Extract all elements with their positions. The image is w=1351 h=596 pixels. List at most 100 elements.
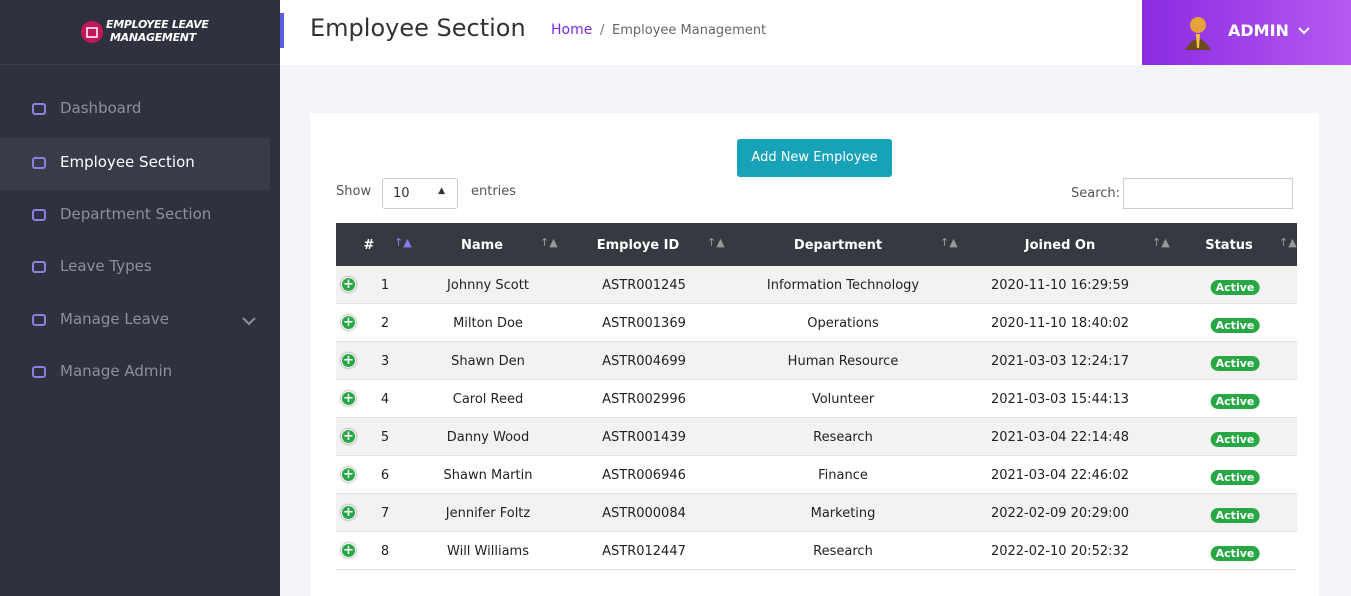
table-cell: 2021-03-04 22:46:02	[990, 468, 1130, 483]
nav-item[interactable]: Leave Types	[0, 242, 270, 294]
table-cell: 2022-02-09 20:29:00	[990, 506, 1130, 521]
expand-button[interactable]: +	[341, 315, 356, 330]
chevron	[242, 317, 256, 326]
status-badge: Active	[1210, 318, 1260, 333]
table-cell: Operations	[807, 316, 879, 331]
table-cell: Marketing	[810, 506, 876, 521]
expand-button[interactable]: +	[341, 277, 356, 292]
status-badge: Active	[1210, 432, 1260, 447]
search-input[interactable]	[1123, 178, 1293, 209]
breadcrumb-home[interactable]: Home	[551, 22, 593, 38]
table-cell: ASTR002996	[602, 392, 686, 407]
column-header: Employe ID	[596, 238, 680, 253]
table-cell: 5	[380, 430, 390, 445]
table-cell: ASTR012447	[602, 544, 686, 559]
expand-button[interactable]: +	[341, 543, 356, 558]
logo-text: Employee Leave	[106, 18, 209, 31]
status-badge: Active	[1210, 508, 1260, 523]
select-arrow: ▲	[438, 186, 445, 196]
table-cell: 2021-03-03 12:24:17	[990, 354, 1130, 369]
table-cell: ASTR006946	[602, 468, 686, 483]
nav-label: Department Section	[60, 205, 212, 223]
entries-value: 10	[393, 186, 410, 201]
table-cell: 3	[380, 354, 390, 369]
expand-button[interactable]: +	[341, 505, 356, 520]
table-cell: ASTR001439	[602, 430, 686, 445]
table-cell: Human Resource	[787, 354, 899, 369]
sort-icon[interactable]: ↑▲	[707, 236, 725, 249]
logo: Employee Leave Management	[0, 0, 280, 65]
avatar	[1185, 17, 1211, 50]
entries-select[interactable]: 10 ▲	[382, 178, 458, 209]
column-header: #	[363, 238, 375, 253]
expand-button[interactable]: +	[341, 391, 356, 406]
expand-button[interactable]: +	[341, 467, 356, 482]
table-cell: Shawn Martin	[443, 468, 533, 483]
add-employee-button[interactable]: Add New Employee	[737, 139, 892, 177]
nav-label: Manage Admin	[60, 362, 173, 380]
table-cell: Volunteer	[811, 392, 875, 407]
sort-icon[interactable]: ↑▲	[940, 236, 958, 249]
nav-item[interactable]: Manage Admin	[0, 347, 270, 399]
table-cell: Shawn Den	[451, 354, 525, 369]
nav-icon	[32, 209, 46, 221]
logo-icon	[81, 21, 103, 43]
table-cell: ASTR004699	[602, 354, 686, 369]
status-badge: Active	[1210, 546, 1260, 561]
user-menu[interactable]: ADMIN	[1142, 0, 1351, 65]
table-cell: 1	[380, 278, 390, 293]
entries-label: entries	[471, 184, 517, 199]
expand-button[interactable]: +	[341, 429, 356, 444]
expand-button[interactable]: +	[341, 353, 356, 368]
sort-icon[interactable]: ↑▲	[394, 236, 412, 249]
table-header	[336, 223, 1297, 266]
sort-icon[interactable]: ↑▲	[540, 236, 558, 249]
table-cell: Will Williams	[447, 544, 529, 559]
status-badge: Active	[1210, 470, 1260, 485]
show-label: Show	[336, 184, 372, 199]
table-cell: ASTR001369	[602, 316, 686, 331]
table-cell: 8	[380, 544, 390, 559]
table-row	[336, 342, 1297, 380]
table-row	[336, 380, 1297, 418]
table-row	[336, 266, 1297, 304]
nav-label: Dashboard	[60, 99, 142, 117]
table-cell: 6	[380, 468, 390, 483]
column-header: Name	[460, 238, 504, 253]
table-cell: ASTR000084	[602, 506, 686, 521]
table-cell: 2	[380, 316, 390, 331]
table-cell: 2020-11-10 18:40:02	[990, 316, 1130, 331]
table-row	[336, 456, 1297, 494]
nav-icon	[32, 366, 46, 378]
nav-icon	[32, 314, 46, 326]
table-cell: Danny Wood	[446, 430, 530, 445]
sort-icon[interactable]: ↑▲	[1279, 236, 1297, 249]
table-cell: Carol Reed	[452, 392, 524, 407]
nav-item[interactable]: Manage Leave	[0, 295, 270, 347]
logo-text: Management	[110, 31, 196, 44]
breadcrumb-current: Employee Management	[612, 23, 767, 38]
search-label: Search:	[1071, 186, 1121, 201]
sidebar: Employee Leave Management Dashboard Emplo…	[0, 0, 280, 596]
table-cell: 7	[380, 506, 390, 521]
status-badge: Active	[1210, 394, 1260, 409]
table-cell: 2021-03-03 15:44:13	[990, 392, 1130, 407]
nav-icon	[32, 103, 46, 115]
table-row	[336, 494, 1297, 532]
table-cell: 2020-11-10 16:29:59	[990, 278, 1130, 293]
user-name: ADMIN	[1228, 21, 1289, 40]
nav-label: Employee Section	[60, 153, 195, 171]
table-row	[336, 532, 1297, 570]
nav-item[interactable]: Dashboard	[0, 84, 270, 136]
nav-label: Leave Types	[60, 257, 152, 275]
table-cell: Research	[813, 430, 873, 445]
table-row	[336, 418, 1297, 456]
status-badge: Active	[1210, 280, 1260, 295]
table-cell: Research	[813, 544, 873, 559]
sort-icon[interactable]: ↑▲	[1152, 236, 1170, 249]
nav-item[interactable]: Employee Section	[0, 138, 270, 190]
page-title: Employee Section	[310, 14, 526, 42]
nav-item[interactable]: Department Section	[0, 190, 270, 242]
